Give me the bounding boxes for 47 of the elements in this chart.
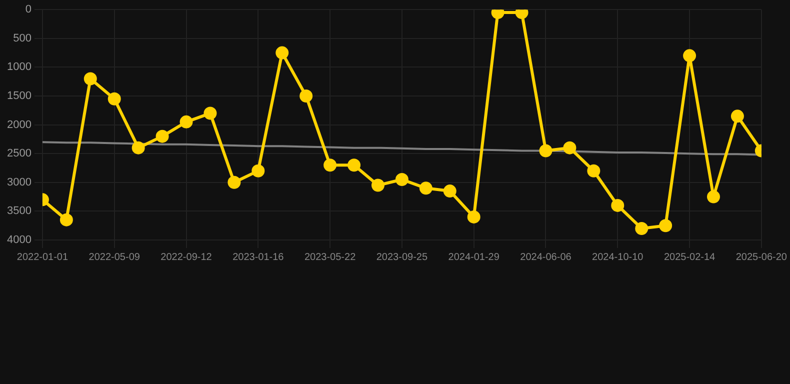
point — [371, 178, 384, 192]
x-tick-label: 2025-02-14 — [664, 252, 716, 263]
point — [84, 72, 97, 86]
y-tick-label: 0 — [25, 4, 32, 16]
point — [324, 158, 337, 172]
y-tick-label: 1500 — [6, 90, 32, 102]
x-tick-label: 2022-01-01 — [16, 252, 68, 263]
point — [683, 49, 696, 62]
point — [539, 144, 552, 158]
x-tick-label: 2024-06-06 — [520, 252, 572, 263]
point — [60, 213, 73, 226]
x-tick-label: 2025-06-20 — [736, 252, 788, 263]
point — [108, 92, 121, 106]
point — [204, 106, 217, 120]
point — [180, 115, 193, 128]
y-tick-label: 2500 — [6, 148, 32, 160]
point — [395, 173, 408, 186]
y-tick-label: 500 — [13, 32, 32, 44]
x-tick-label: 2024-01-29 — [448, 252, 500, 263]
point — [443, 184, 456, 198]
point — [706, 190, 720, 204]
y-tick-label: 1000 — [6, 61, 32, 74]
x-tick-label: 2022-09-12 — [160, 252, 212, 263]
x-tick-label: 2024-10-10 — [592, 252, 644, 263]
x-tick-label: 2023-01-16 — [232, 252, 284, 263]
point — [348, 158, 361, 172]
point — [467, 210, 480, 224]
point — [252, 164, 265, 178]
point — [730, 110, 744, 123]
point — [228, 176, 241, 189]
point — [276, 46, 289, 60]
point — [659, 219, 672, 232]
point — [611, 198, 624, 212]
point — [587, 164, 600, 178]
point — [132, 141, 145, 154]
x-tick-label: 2023-05-22 — [304, 252, 356, 263]
y-tick-label: 3000 — [6, 176, 32, 188]
point — [156, 130, 169, 143]
x-tick-label: 2023-09-25 — [376, 252, 428, 263]
point — [419, 182, 432, 195]
point — [563, 141, 576, 154]
y-tick-label: 3500 — [6, 205, 32, 218]
y-tick-label: 4000 — [6, 234, 32, 246]
y-tick-label: 2000 — [6, 118, 32, 131]
point — [635, 222, 648, 235]
point — [300, 90, 313, 102]
x-tick-label: 2022-05-09 — [88, 252, 140, 263]
